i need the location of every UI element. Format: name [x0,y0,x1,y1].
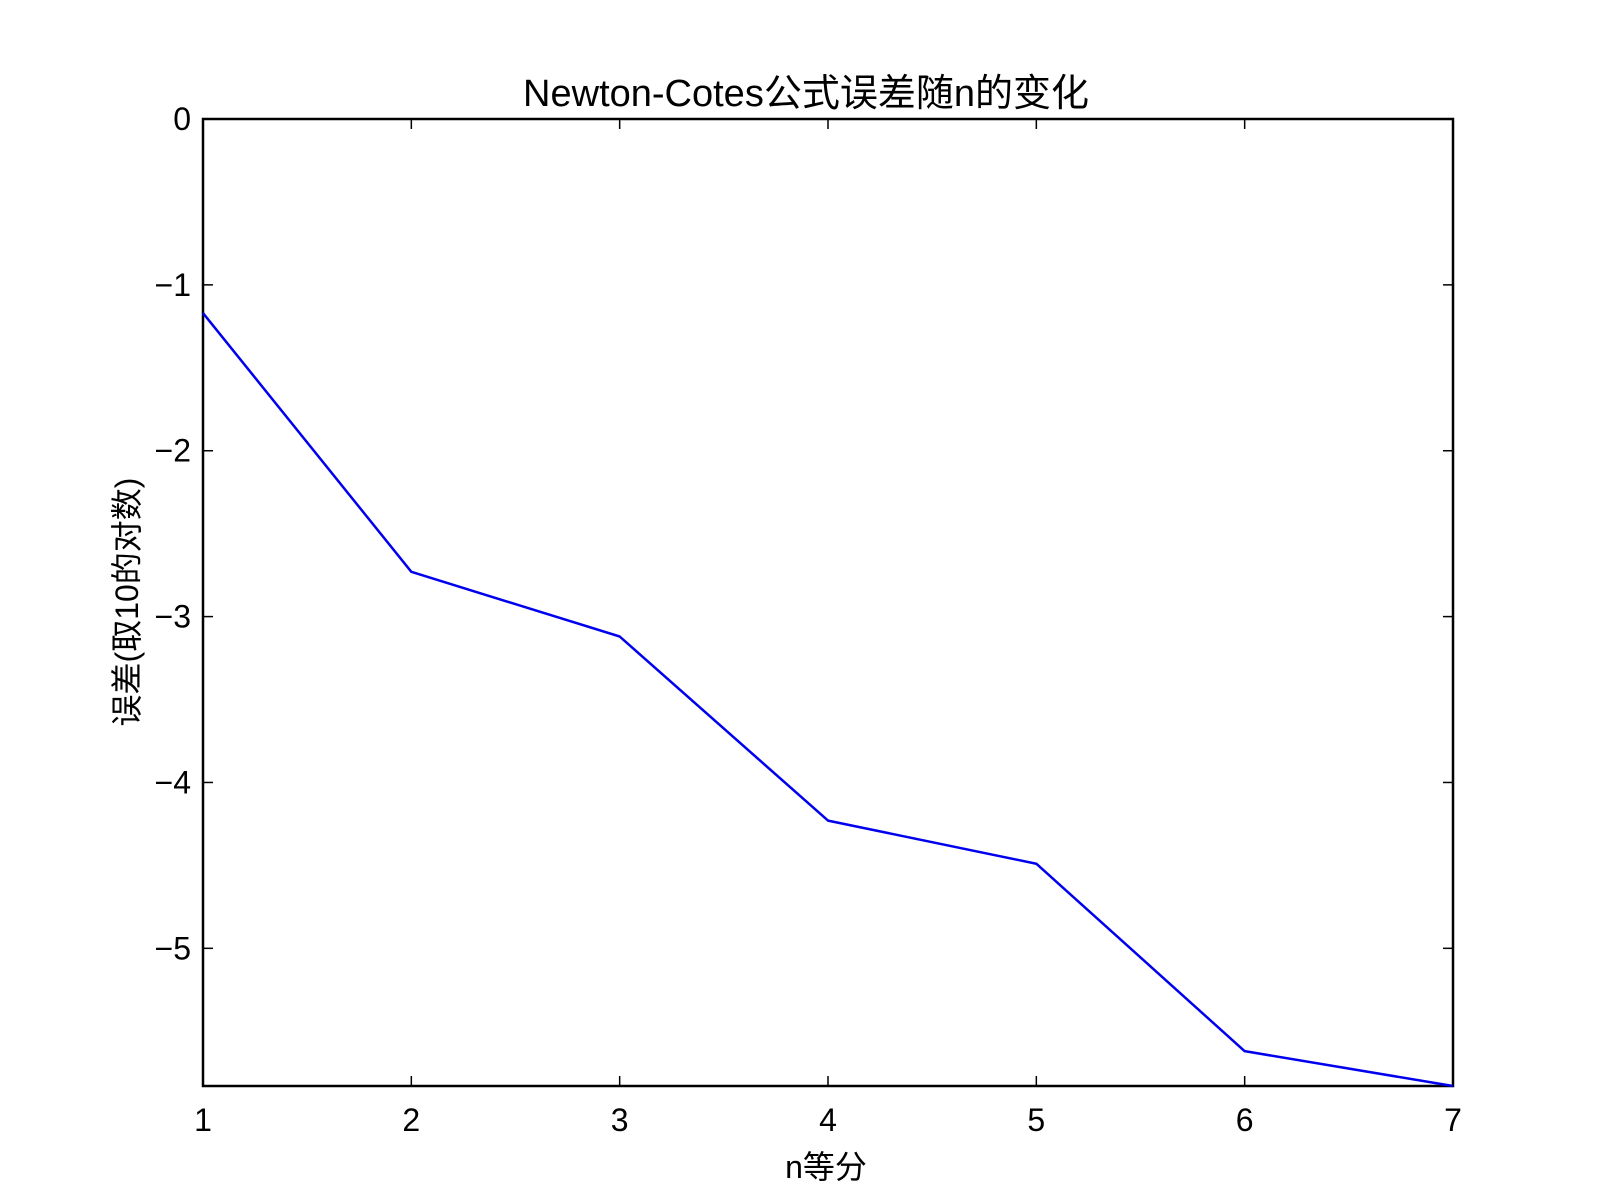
chart-title: Newton-Cotes公式误差随n的变化 [523,73,1089,115]
y-tick-label: 0 [173,101,191,137]
y-tick-label: −2 [155,433,191,469]
axis-tick-labels: 1 2 3 4 5 6 7 0 −1 −2 −3 −4 −5 [155,101,1462,1138]
y-axis-label: 误差(取10的对数) [109,478,145,727]
x-tick-label: 4 [819,1102,837,1138]
y-tick-label: −4 [155,764,191,800]
y-tick-label: −1 [155,267,191,303]
plot-area-frame [201,117,1455,1088]
x-tick-label: 5 [1027,1102,1045,1138]
axis-ticks [202,118,1454,1086]
x-tick-label: 1 [194,1102,212,1138]
x-axis-label: n等分 [785,1149,867,1185]
x-tick-label: 7 [1444,1102,1462,1138]
x-tick-label: 2 [402,1102,420,1138]
series-lines [202,312,1454,1088]
x-tick-label: 6 [1236,1102,1254,1138]
y-tick-label: −5 [155,930,191,966]
y-tick-label: −3 [155,599,191,635]
x-tick-label: 3 [611,1102,629,1138]
series-line-1 [202,312,1454,1088]
